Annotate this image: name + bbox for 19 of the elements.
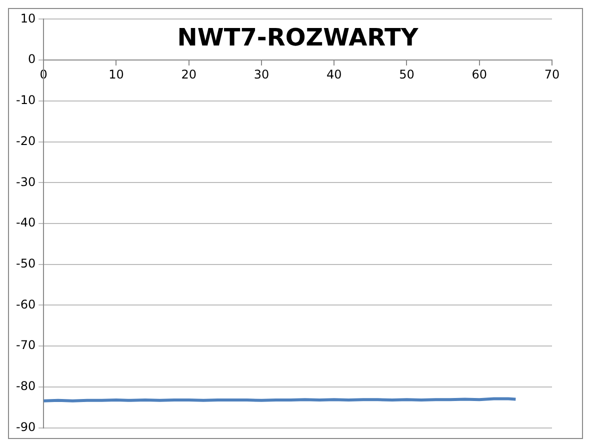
y-tick-label: -60 xyxy=(16,297,36,312)
y-tick-label: -30 xyxy=(16,174,36,189)
x-tick-label: 40 xyxy=(326,67,342,82)
y-tick-label: -40 xyxy=(16,216,36,230)
y-tick-label: -20 xyxy=(16,134,36,148)
x-tick-label: 10 xyxy=(108,67,124,82)
chart-title: NWT7-ROZWARTY xyxy=(177,23,419,52)
y-tick-label: -80 xyxy=(16,379,36,394)
x-tick-label: 60 xyxy=(472,67,488,82)
y-tick-label: -70 xyxy=(16,338,36,352)
y-tick-label: -50 xyxy=(16,256,36,270)
x-tick-label: 50 xyxy=(399,67,414,82)
x-tick-label: 70 xyxy=(544,67,560,82)
x-tick-label: 30 xyxy=(254,67,270,82)
y-tick-label: -10 xyxy=(16,93,36,108)
x-tick-label: 20 xyxy=(181,67,196,82)
y-tick-label: 0 xyxy=(28,52,36,66)
y-tick-label: -90 xyxy=(16,420,36,434)
y-tick-label: 10 xyxy=(20,11,36,26)
